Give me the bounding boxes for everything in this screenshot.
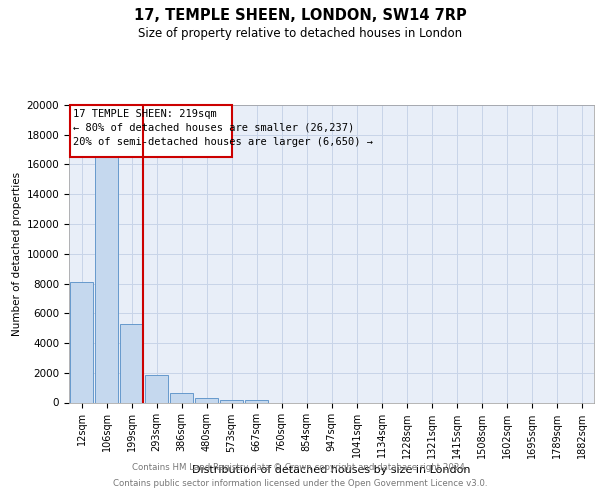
Bar (70, 105, 232, 157)
Bar (195, 398, 218, 402)
Bar (120, 324, 143, 402)
Y-axis label: Number of detached properties: Number of detached properties (13, 172, 22, 336)
Bar (220, 400, 243, 402)
Text: 17 TEMPLE SHEEN: 219sqm: 17 TEMPLE SHEEN: 219sqm (73, 110, 217, 120)
Bar (170, 393, 193, 402)
Text: ← 80% of detached houses are smaller (26,237): ← 80% of detached houses are smaller (26… (73, 122, 355, 132)
Bar (145, 375, 168, 402)
Bar (70, 282, 93, 403)
Text: Contains HM Land Registry data © Crown copyright and database right 2024.: Contains HM Land Registry data © Crown c… (132, 464, 468, 472)
Text: 20% of semi-detached houses are larger (6,650) →: 20% of semi-detached houses are larger (… (73, 137, 373, 147)
Bar (95, 157, 118, 402)
Bar (245, 400, 268, 402)
X-axis label: Distribution of detached houses by size in London: Distribution of detached houses by size … (192, 464, 471, 474)
Text: Size of property relative to detached houses in London: Size of property relative to detached ho… (138, 28, 462, 40)
Text: Contains public sector information licensed under the Open Government Licence v3: Contains public sector information licen… (113, 478, 487, 488)
Text: 17, TEMPLE SHEEN, LONDON, SW14 7RP: 17, TEMPLE SHEEN, LONDON, SW14 7RP (134, 8, 466, 22)
